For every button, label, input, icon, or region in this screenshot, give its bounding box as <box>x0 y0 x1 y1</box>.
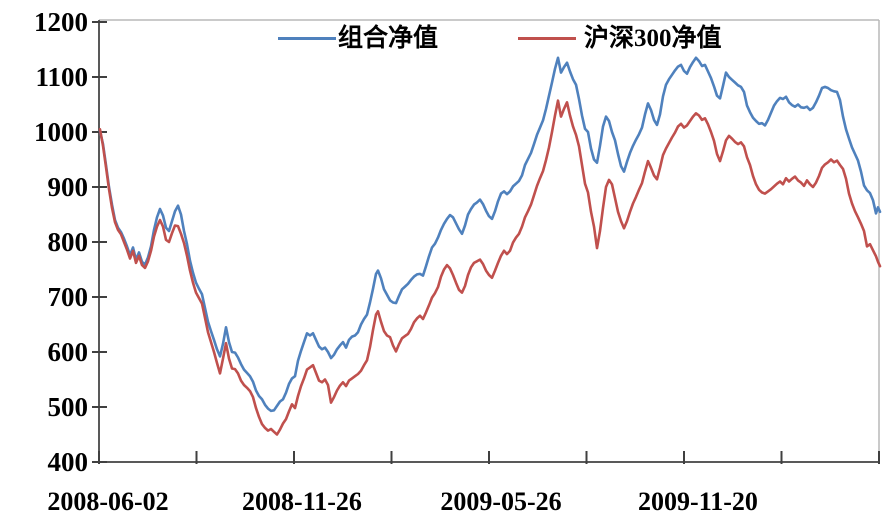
y-axis-tick-label: 400 <box>47 447 89 477</box>
x-axis-date-label: 2009-05-26 <box>440 487 562 516</box>
series-line <box>98 99 882 436</box>
x-axis-date-label: 2008-11-26 <box>242 487 362 516</box>
series-line <box>98 56 882 413</box>
x-axis-date-label: 2008-06-02 <box>47 487 169 516</box>
y-axis-tick-label: 1200 <box>34 7 88 37</box>
y-axis-tick-label: 700 <box>47 282 89 312</box>
y-axis-tick-label: 500 <box>47 392 89 422</box>
y-axis-tick-label: 800 <box>47 227 89 257</box>
y-axis-tick-label: 900 <box>47 172 89 202</box>
y-axis-tick-label: 1100 <box>35 62 88 92</box>
x-axis-date-label: 2009-11-20 <box>638 487 758 516</box>
y-axis-tick-label: 600 <box>47 337 89 367</box>
y-axis-tick-label: 1000 <box>34 117 88 147</box>
